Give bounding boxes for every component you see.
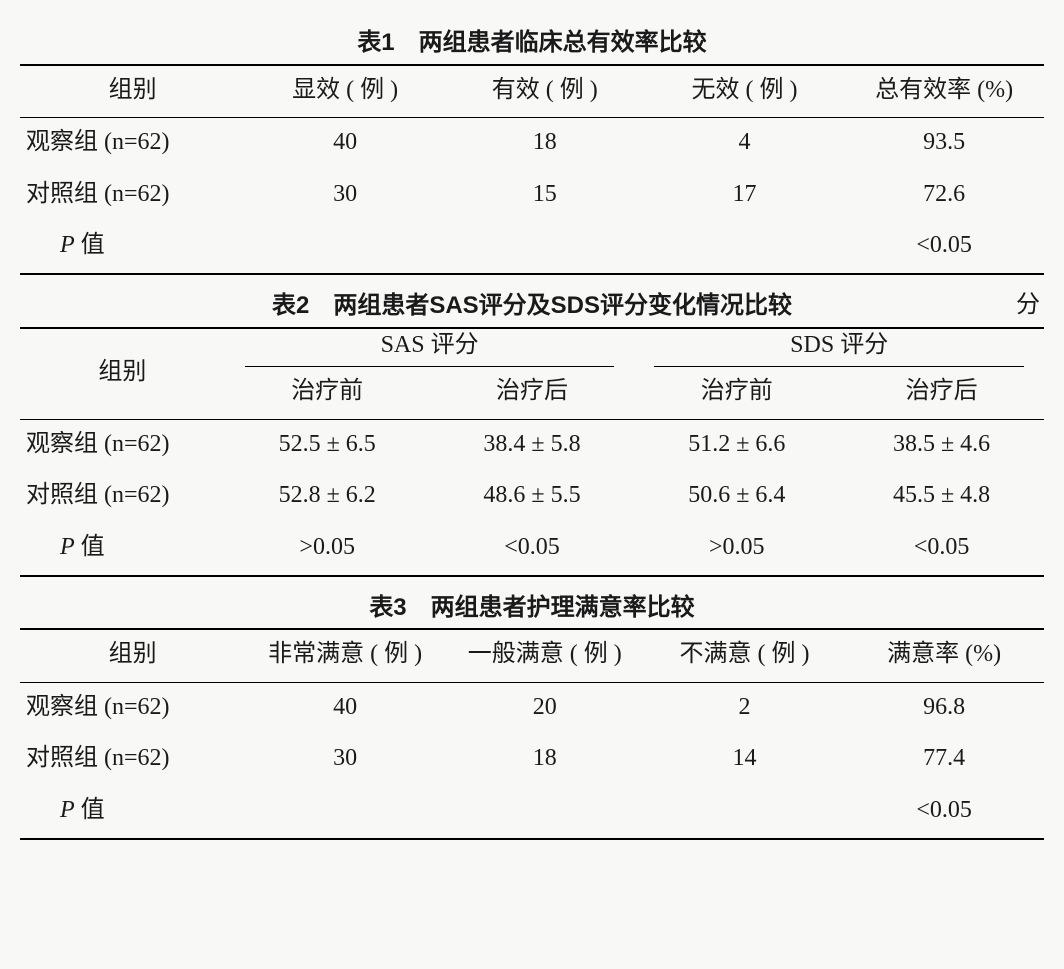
table2-row-1-c1: 48.6 ± 5.5 [430,471,635,523]
p-italic: P [60,797,75,823]
table3-col-2: 一般满意 ( 例 ) [445,629,645,682]
table2-row-0-c1: 38.4 ± 5.8 [430,419,635,471]
table1-row-1-c0: 30 [245,170,445,222]
table2-p-label: P 值 [20,523,225,576]
table1-row-0-c0: 40 [245,118,445,170]
table3-p-c1 [445,786,645,839]
table1-caption: 表1 两组患者临床总有效率比较 [20,20,1044,64]
table2-caption: 表2 两组患者SAS评分及SDS评分变化情况比较 [272,292,792,319]
table3-block: 表3 两组患者护理满意率比较 组别 非常满意 ( 例 ) 一般满意 ( 例 ) … [20,585,1044,840]
table1-col-3: 无效 ( 例 ) [645,65,845,118]
table2-row-0-label: 观察组 (n=62) [20,419,225,471]
table2-row-1: 对照组 (n=62) 52.8 ± 6.2 48.6 ± 5.5 50.6 ± … [20,471,1044,523]
table3-col-3: 不满意 ( 例 ) [645,629,845,682]
table2-sub-3: 治疗后 [839,367,1044,419]
table2-p-c0: >0.05 [225,523,430,576]
table3-p-label: P 值 [20,786,245,839]
table3-row-1: 对照组 (n=62) 30 18 14 77.4 [20,734,1044,786]
table3-row-0-c3: 96.8 [844,682,1044,734]
p-cn: 值 [75,534,105,560]
table3-row-0: 观察组 (n=62) 40 20 2 96.8 [20,682,1044,734]
table1-block: 表1 两组患者临床总有效率比较 组别 显效 ( 例 ) 有效 ( 例 ) 无效 … [20,20,1044,275]
table1: 组别 显效 ( 例 ) 有效 ( 例 ) 无效 ( 例 ) 总有效率 (%) 观… [20,64,1044,275]
table3-row-0-c0: 40 [245,682,445,734]
table2-p-c2: >0.05 [634,523,839,576]
table3-p-c0 [245,786,445,839]
table3-row-0-c2: 2 [645,682,845,734]
p-cn: 值 [75,797,105,823]
table1-row-0-c3: 93.5 [844,118,1044,170]
table3-col-4: 满意率 (%) [844,629,1044,682]
table3-col-1: 非常满意 ( 例 ) [245,629,445,682]
table2-row-0-c0: 52.5 ± 6.5 [225,419,430,471]
table1-p-label: P 值 [20,221,245,274]
table3-row-1-c1: 18 [445,734,645,786]
table2-span-sds: SDS 评分 [634,328,1044,368]
table1-row-0: 观察组 (n=62) 40 18 4 93.5 [20,118,1044,170]
table1-col-4: 总有效率 (%) [844,65,1044,118]
table1-row-1: 对照组 (n=62) 30 15 17 72.6 [20,170,1044,222]
table2-row-1-label: 对照组 (n=62) [20,471,225,523]
p-italic: P [60,534,75,560]
table2-span-sas-text: SAS 评分 [245,329,615,368]
table3-row-1-c0: 30 [245,734,445,786]
table3-row-1-c3: 77.4 [844,734,1044,786]
table2-p-row: P 值 >0.05 <0.05 >0.05 <0.05 [20,523,1044,576]
table3-caption: 表3 两组患者护理满意率比较 [20,585,1044,629]
table1-p-c1 [445,221,645,274]
table3-row-0-label: 观察组 (n=62) [20,682,245,734]
table2-row-0-c2: 51.2 ± 6.6 [634,419,839,471]
table3-col-0: 组别 [20,629,245,682]
table1-col-1: 显效 ( 例 ) [245,65,445,118]
table3-p-c3: <0.05 [844,786,1044,839]
table1-row-1-label: 对照组 (n=62) [20,170,245,222]
table2-row-1-c3: 45.5 ± 4.8 [839,471,1044,523]
table2-p-c1: <0.05 [430,523,635,576]
table3-row-0-c1: 20 [445,682,645,734]
table1-row-0-label: 观察组 (n=62) [20,118,245,170]
table2-sub-2: 治疗前 [634,367,839,419]
table1-p-c0 [245,221,445,274]
table1-row-0-c2: 4 [645,118,845,170]
table2-row-0-c3: 38.5 ± 4.6 [839,419,1044,471]
table2: 组别 SAS 评分 SDS 评分 治疗前 治疗后 治疗前 治疗后 观察组 (n=… [20,327,1044,577]
table3-row-1-c2: 14 [645,734,845,786]
table2-sub-0: 治疗前 [225,367,430,419]
table2-header-row-1: 组别 SAS 评分 SDS 评分 [20,328,1044,368]
p-cn: 值 [75,232,105,258]
table1-row-1-c3: 72.6 [844,170,1044,222]
table3-row-1-label: 对照组 (n=62) [20,734,245,786]
table3-p-row: P 值 <0.05 [20,786,1044,839]
table2-unit: 分 [1016,289,1040,323]
table3-header-row: 组别 非常满意 ( 例 ) 一般满意 ( 例 ) 不满意 ( 例 ) 满意率 (… [20,629,1044,682]
table1-p-c3: <0.05 [844,221,1044,274]
table2-span-sas: SAS 评分 [225,328,635,368]
table2-p-c3: <0.05 [839,523,1044,576]
table1-row-0-c1: 18 [445,118,645,170]
table1-col-2: 有效 ( 例 ) [445,65,645,118]
table2-span-sds-text: SDS 评分 [654,329,1024,368]
table1-header-row: 组别 显效 ( 例 ) 有效 ( 例 ) 无效 ( 例 ) 总有效率 (%) [20,65,1044,118]
table3: 组别 非常满意 ( 例 ) 一般满意 ( 例 ) 不满意 ( 例 ) 满意率 (… [20,628,1044,839]
p-italic: P [60,232,75,258]
table1-row-1-c1: 15 [445,170,645,222]
table2-row-1-c2: 50.6 ± 6.4 [634,471,839,523]
table2-group-label: 组别 [20,328,225,420]
table2-sub-1: 治疗后 [430,367,635,419]
table1-col-0: 组别 [20,65,245,118]
table3-p-c2 [645,786,845,839]
table2-row-0: 观察组 (n=62) 52.5 ± 6.5 38.4 ± 5.8 51.2 ± … [20,419,1044,471]
table1-p-c2 [645,221,845,274]
table2-block: 表2 两组患者SAS评分及SDS评分变化情况比较 分 组别 SAS 评分 SDS… [20,283,1044,577]
table2-row-1-c0: 52.8 ± 6.2 [225,471,430,523]
table2-caption-row: 表2 两组患者SAS评分及SDS评分变化情况比较 分 [20,283,1044,327]
table1-row-1-c2: 17 [645,170,845,222]
table1-p-row: P 值 <0.05 [20,221,1044,274]
